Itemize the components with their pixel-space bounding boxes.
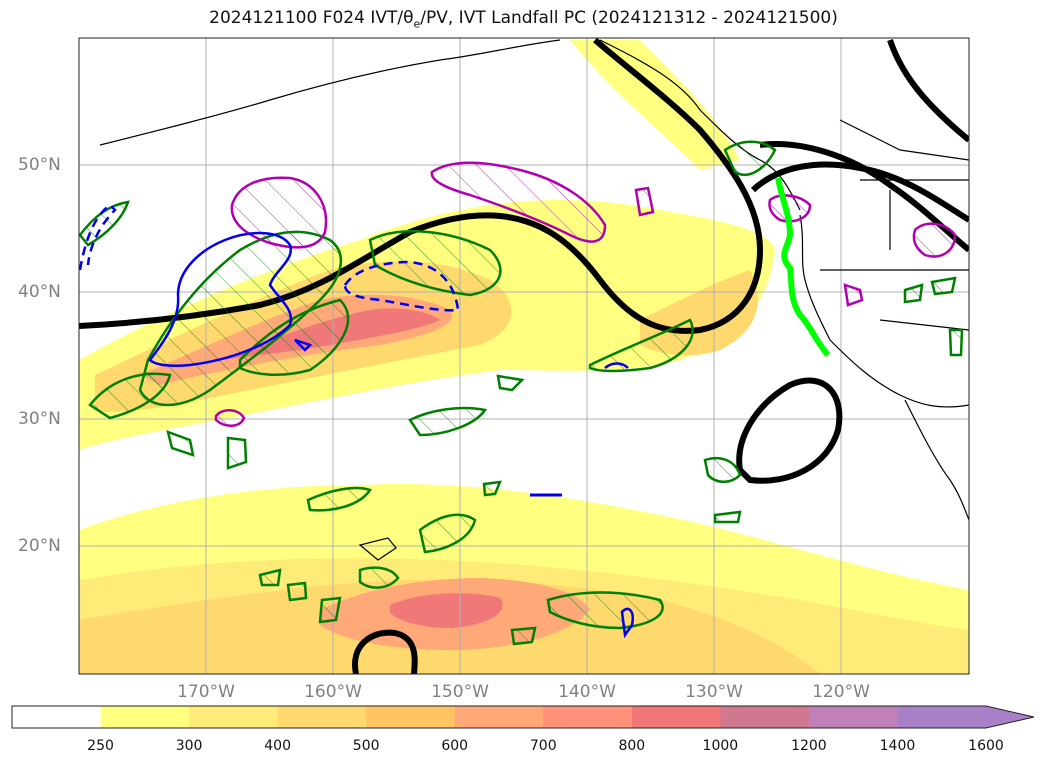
colorbar-tick-label: 800 bbox=[618, 738, 646, 754]
pv-magenta-contours bbox=[214, 161, 957, 427]
colorbar-segment bbox=[631, 706, 721, 728]
lat-label-20n: 20°N bbox=[18, 536, 61, 556]
colorbar-outline bbox=[11, 705, 1035, 729]
colorbar-tick-label: 1000 bbox=[702, 738, 739, 754]
colorbar-segment bbox=[808, 706, 898, 728]
colorbar-segment bbox=[897, 706, 987, 728]
colorbar-tick-label: 400 bbox=[264, 738, 291, 754]
colorbar-tick-label: 1200 bbox=[791, 738, 827, 754]
colorbar-segment bbox=[720, 706, 810, 728]
colorbar-segment bbox=[100, 706, 190, 728]
colorbar-tick-label: 1400 bbox=[879, 738, 916, 754]
colorbar-segment bbox=[366, 706, 456, 728]
lon-label-140w: 140°W bbox=[558, 682, 616, 702]
colorbar-segments bbox=[12, 706, 987, 728]
map-frame bbox=[78, 37, 970, 675]
title-subscript: e bbox=[413, 17, 421, 31]
lat-label-50n: 50°N bbox=[18, 155, 61, 175]
colorbar-tick-label: 700 bbox=[529, 738, 557, 754]
ivt-landfall-line bbox=[775, 177, 831, 357]
lon-label-120w: 120°W bbox=[812, 682, 870, 702]
title-prefix: 2024121100 F024 IVT/θ bbox=[209, 8, 414, 28]
colorbar-segment bbox=[543, 706, 633, 728]
lon-label-130w: 130°W bbox=[685, 682, 743, 702]
colorbar-segment bbox=[454, 706, 544, 728]
colorbar-tick-label: 500 bbox=[352, 738, 380, 754]
colorbar-segment bbox=[12, 706, 102, 728]
colorbar-tick-label: 600 bbox=[441, 738, 469, 754]
colorbar-extend-arrow bbox=[986, 706, 1034, 728]
pv-blue-contours bbox=[79, 203, 634, 639]
lon-label-160w: 160°W bbox=[304, 682, 362, 702]
coastlines bbox=[99, 39, 969, 561]
map-title: 2024121100 F024 IVT/θe/PV, IVT Landfall … bbox=[0, 8, 1047, 30]
colorbar-tick-label: 300 bbox=[175, 738, 203, 754]
title-suffix: /PV, IVT Landfall PC (2024121312 - 20241… bbox=[420, 8, 838, 28]
lon-label-170w: 170°W bbox=[177, 682, 235, 702]
colorbar-segment bbox=[277, 706, 367, 728]
colorbar-tick-label: 250 bbox=[87, 738, 114, 754]
lat-label-30n: 30°N bbox=[18, 409, 61, 429]
pv-green-contours bbox=[79, 140, 964, 646]
lon-label-150w: 150°W bbox=[431, 682, 489, 702]
lat-label-40n: 40°N bbox=[18, 282, 61, 302]
colorbar-tick-label: 1600 bbox=[968, 738, 1004, 754]
colorbar-segment bbox=[189, 706, 279, 728]
